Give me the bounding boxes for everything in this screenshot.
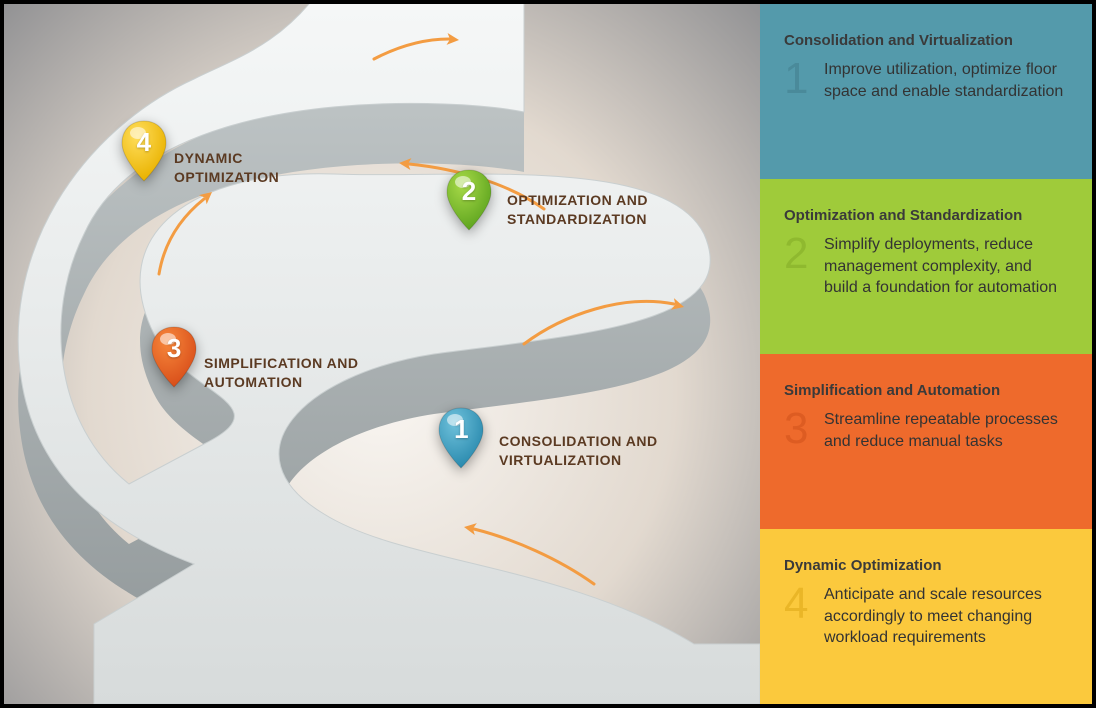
card-2-number: 2 <box>784 234 814 274</box>
card-4: Dynamic Optimization 4 Anticipate and sc… <box>760 529 1092 704</box>
card-1-desc: Improve utilization, optimize floor spac… <box>824 59 1068 102</box>
map-pin-3: 3 <box>150 325 198 389</box>
map-pin-3-label: SIMPLIFICATION ANDAUTOMATION <box>204 354 358 392</box>
card-3: Simplification and Automation 3 Streamli… <box>760 354 1092 529</box>
card-4-number: 4 <box>784 584 814 624</box>
road-svg <box>4 4 760 704</box>
map-pin-3-number: 3 <box>150 333 198 364</box>
infographic-frame: 1 CONSOLIDATION ANDVIRTUALIZATION 2 OPTIMIZ… <box>0 0 1096 708</box>
map-pin-4-label: DYNAMICOPTIMIZATION <box>174 149 279 187</box>
map-pin-4-number: 4 <box>120 127 168 158</box>
map-pin-1-number: 1 <box>437 414 485 445</box>
card-2-title: Optimization and Standardization <box>784 207 1068 224</box>
map-pin-2: 2 <box>445 168 493 232</box>
card-3-number: 3 <box>784 409 814 449</box>
map-pin-2-number: 2 <box>445 176 493 207</box>
card-4-title: Dynamic Optimization <box>784 557 1068 574</box>
road-diagram: 1 CONSOLIDATION ANDVIRTUALIZATION 2 OPTIMIZ… <box>4 4 760 704</box>
card-3-desc: Streamline repeatable processes and redu… <box>824 409 1068 452</box>
map-pin-1-label: CONSOLIDATION ANDVIRTUALIZATION <box>499 432 658 470</box>
card-3-title: Simplification and Automation <box>784 382 1068 399</box>
card-2: Optimization and Standardization 2 Simpl… <box>760 179 1092 354</box>
card-2-desc: Simplify deployments, reduce management … <box>824 234 1068 299</box>
map-pin-2-label: OPTIMIZATION ANDSTANDARDIZATION <box>507 191 648 229</box>
card-1: Consolidation and Virtualization 1 Impro… <box>760 4 1092 179</box>
card-1-number: 1 <box>784 59 814 99</box>
map-pin-4: 4 <box>120 119 168 183</box>
map-pin-1: 1 <box>437 406 485 470</box>
card-1-title: Consolidation and Virtualization <box>784 32 1068 49</box>
sidebar: Consolidation and Virtualization 1 Impro… <box>760 4 1092 704</box>
card-4-desc: Anticipate and scale resources according… <box>824 584 1068 649</box>
